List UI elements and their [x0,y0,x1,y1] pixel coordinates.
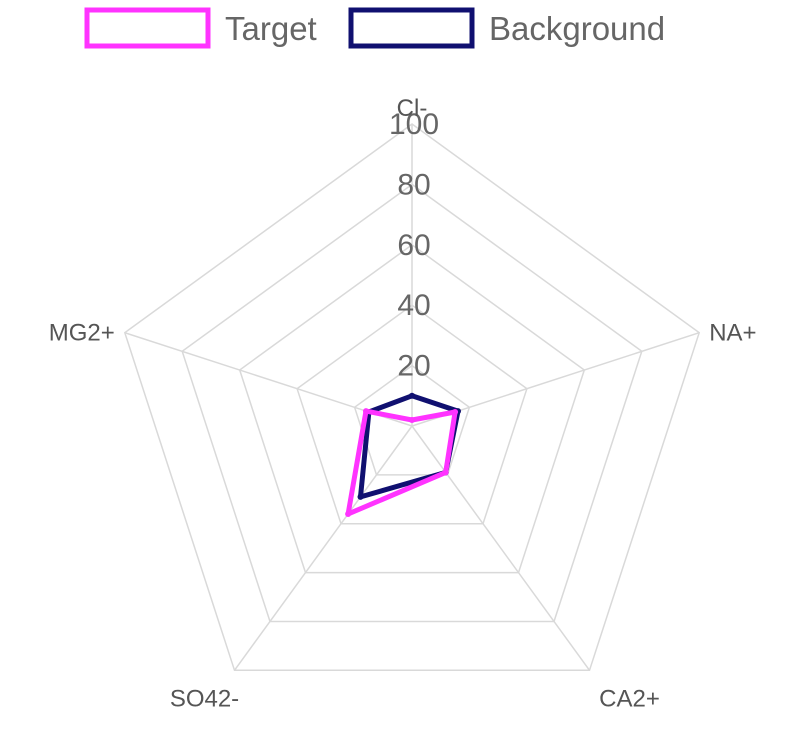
legend-label-background: Background [489,10,665,47]
radar-grid [123,123,701,672]
tick-label-1: 40 [397,289,430,322]
series-line-0 [345,408,458,517]
tick-label-0: 20 [397,350,430,383]
axis-label-3: SO42- [170,685,239,712]
legend: Target Background [84,7,665,49]
radar-tick-labels: 20 40 60 80 100 [389,108,439,383]
spoke-2 [411,425,591,671]
axis-label-0: Cl- [397,95,428,122]
tick-label-3: 80 [397,168,430,201]
series-1-point-0[interactable] [409,392,415,399]
grid-ring-2 [296,304,528,525]
series-1-point-3[interactable] [357,493,364,500]
tick-label-4: 100 [389,108,439,141]
legend-label-target: Target [225,10,317,47]
series-0-point-0[interactable] [409,417,415,423]
grid-ring-4 [181,183,643,623]
grid-ring-5 [123,123,701,672]
spoke-3 [233,425,413,671]
series-0-point-1[interactable] [452,409,459,415]
axis-label-4: MG2+ [49,320,115,347]
axis-label-1: NA+ [709,320,756,347]
series-0-point-2[interactable] [442,469,449,476]
series-0-point-4[interactable] [363,408,369,415]
grid-ring-1 [353,364,471,476]
legend-swatch-background [348,7,475,49]
radar-series [345,392,461,517]
legend-item-background[interactable]: Background [348,7,665,49]
radar-axis-labels: Cl- NA+ CA2+ SO42- MG2+ [49,95,757,712]
legend-item-target[interactable]: Target [84,7,317,49]
grid-ring-3 [238,243,586,574]
legend-swatch-target [84,7,211,49]
tick-label-2: 60 [397,229,430,262]
axis-label-2: CA2+ [599,685,660,712]
series-0-point-3[interactable] [345,511,352,517]
series-line-1 [358,393,461,500]
